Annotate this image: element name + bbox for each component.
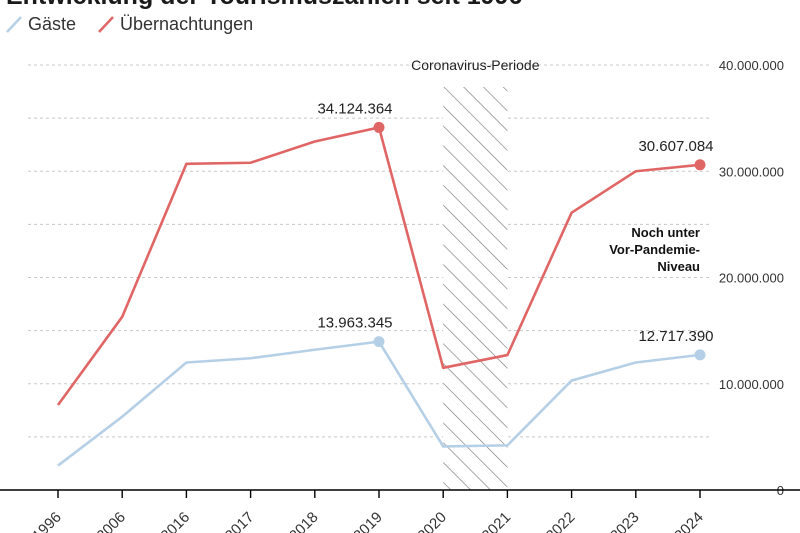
y-tick-label: 20.000.000 (719, 271, 784, 286)
series-line-uebernachtungen (56, 126, 701, 406)
annotation-text: Niveau (657, 259, 700, 274)
x-tick-label: 2018 (286, 509, 322, 533)
data-point (694, 349, 706, 361)
legend-item-uebernachtungen: Übernachtungen (98, 14, 253, 35)
data-label: 12.717.390 (638, 328, 713, 345)
coronavirus-band (443, 87, 508, 490)
annotation-text: Vor-Pandemie- (609, 242, 700, 257)
x-tick-label: 2020 (414, 509, 450, 533)
data-point (694, 159, 706, 171)
y-tick-label: 30.000.000 (719, 164, 784, 179)
x-tick-label: 2016 (158, 509, 194, 533)
series-line-gaeste (57, 340, 701, 467)
y-tick-label: 40.000.000 (719, 58, 784, 73)
x-tick-label: 1996 (29, 509, 65, 533)
legend-swatch-uebernachtungen (98, 16, 114, 33)
y-tick-label: 10.000.000 (719, 377, 784, 392)
chart-title: Entwicklung der Tourismuszahlen seit 199… (6, 0, 522, 11)
legend-item-gaeste: Gäste (6, 14, 76, 35)
legend: Gäste Übernachtungen (6, 12, 253, 36)
legend-label-gaeste: Gäste (28, 13, 77, 34)
data-point (373, 336, 385, 348)
legend-swatch-gaeste (6, 16, 22, 33)
data-label: 34.124.364 (317, 100, 392, 117)
x-tick-label: 2006 (93, 509, 129, 533)
x-tick-label: 2023 (607, 509, 643, 533)
data-point (373, 121, 385, 133)
data-label: 13.963.345 (317, 315, 392, 332)
x-tick-label: 2019 (350, 509, 386, 533)
legend-label-uebernachtungen: Übernachtungen (120, 13, 254, 34)
x-tick-label: 2017 (222, 509, 258, 533)
coronavirus-band-label: Coronavirus-Periode (411, 57, 540, 73)
x-tick-label: 2021 (479, 509, 515, 533)
data-label: 30.607.084 (638, 138, 713, 155)
x-tick-label: 2024 (671, 509, 707, 533)
x-tick-label: 2022 (543, 509, 579, 533)
annotation-text: Noch unter (631, 225, 700, 240)
